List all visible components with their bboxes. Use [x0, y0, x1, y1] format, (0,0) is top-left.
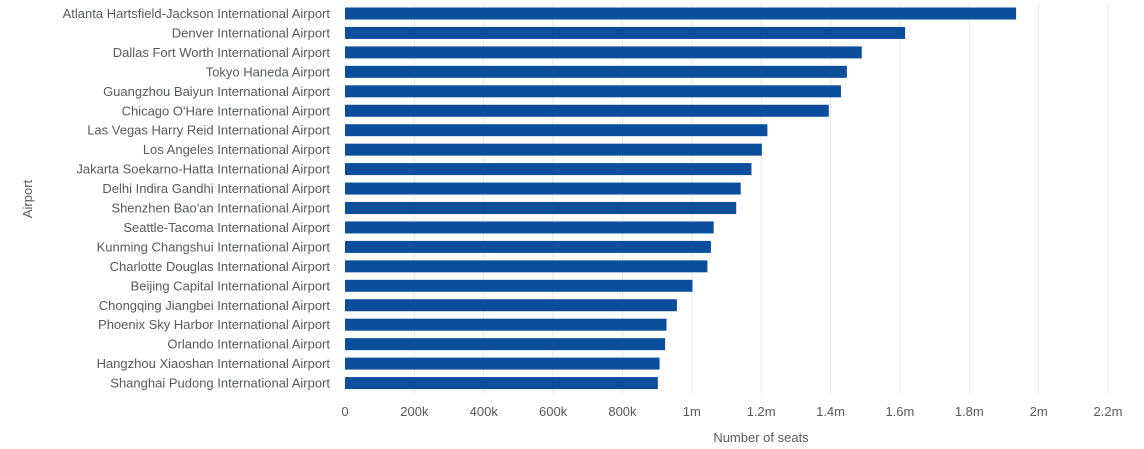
bar [345, 318, 667, 331]
category-label: Chongqing Jiangbei International Airport [99, 298, 331, 313]
category-label: Charlotte Douglas International Airport [110, 259, 331, 274]
bar [345, 299, 677, 312]
x-tick-label: 600k [539, 404, 568, 419]
category-label: Chicago O'Hare International Airport [122, 103, 331, 118]
bar [345, 46, 862, 59]
y-axis-title: Airport [20, 179, 35, 218]
bar [345, 104, 829, 117]
x-tick-label: 0 [341, 404, 348, 419]
x-tick-label: 2.2m [1094, 404, 1123, 419]
category-label: Shanghai Pudong International Airport [110, 376, 330, 391]
category-label: Los Angeles International Airport [143, 142, 331, 157]
x-tick-label: 200k [400, 404, 429, 419]
category-labels: Atlanta Hartsfield-Jackson International… [63, 6, 331, 391]
category-label: Denver International Airport [172, 25, 331, 40]
bar [345, 221, 714, 234]
x-tick-label: 1.2m [747, 404, 776, 419]
x-tick-label: 400k [470, 404, 499, 419]
bar [345, 202, 737, 214]
bar [345, 357, 660, 370]
category-label: Dallas Fort Worth International Airport [113, 45, 331, 60]
bar [345, 182, 741, 195]
category-label: Hangzhou Xiaoshan International Airport [97, 356, 331, 371]
x-axis-title: Number of seats [713, 430, 809, 445]
category-label: Phoenix Sky Harbor International Airport [98, 317, 330, 332]
gridlines [413, 4, 1109, 393]
bar [345, 124, 768, 137]
bar [345, 163, 752, 176]
category-label: Orlando International Airport [167, 337, 330, 352]
category-label: Tokyo Haneda Airport [206, 64, 331, 79]
bar [345, 143, 762, 156]
category-label: Shenzhen Bao'an International Airport [111, 201, 330, 216]
category-label: Guangzhou Baiyun International Airport [103, 84, 330, 99]
x-tick-label: 1.8m [955, 404, 984, 419]
category-label: Atlanta Hartsfield-Jackson International… [63, 6, 331, 21]
x-tick-label: 1m [683, 404, 701, 419]
bar [345, 65, 847, 78]
category-label: Beijing Capital International Airport [131, 278, 331, 293]
bars [345, 7, 1017, 390]
x-tick-labels: 0 200k 400k 600k 800k 1m 1.2m 1.4m 1.6m 1.8m 2m 2.2… [341, 404, 1122, 419]
category-label: Kunming Changshui International Airport [97, 239, 331, 254]
bar [345, 279, 693, 292]
x-tick-label: 800k [608, 404, 637, 419]
category-label: Delhi Indira Gandhi International Airpor… [102, 181, 330, 196]
bar [345, 26, 906, 39]
bar [345, 338, 666, 351]
x-tick-label: 2m [1030, 404, 1048, 419]
bar [345, 240, 711, 253]
bar [345, 260, 708, 273]
bar [345, 7, 1017, 20]
x-tick-label: 1.6m [885, 404, 914, 419]
category-label: Seattle-Tacoma International Airport [123, 220, 330, 235]
category-label: Jakarta Soekarno-Hatta International Air… [76, 162, 330, 177]
bar [345, 85, 841, 98]
bar [345, 377, 658, 390]
category-label: Las Vegas Harry Reid International Airpo… [87, 123, 330, 138]
x-tick-label: 1.4m [816, 404, 845, 419]
